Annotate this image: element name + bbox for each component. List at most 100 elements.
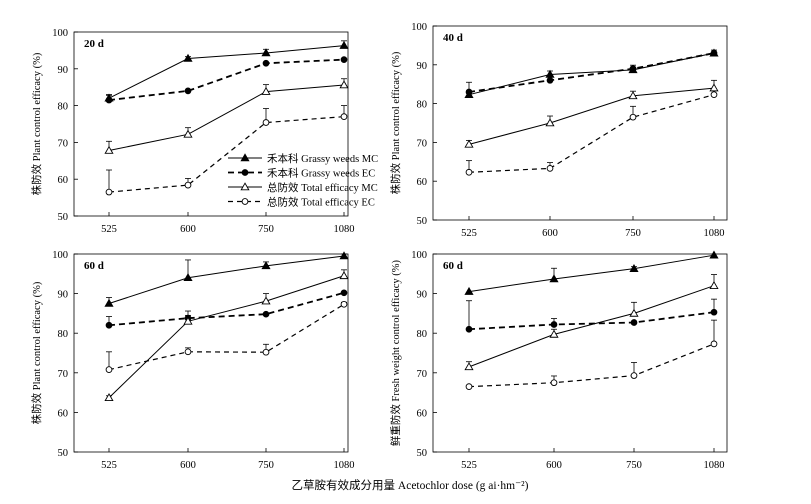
series-line xyxy=(108,84,345,151)
data-point-marker xyxy=(183,273,193,282)
y-tick-label: 70 xyxy=(417,369,428,380)
data-point-marker xyxy=(465,88,473,96)
series-line xyxy=(108,275,345,399)
data-point-marker xyxy=(549,274,559,283)
data-point-marker xyxy=(105,96,113,104)
data-point-marker xyxy=(628,91,638,100)
data-point-marker xyxy=(465,383,473,391)
series-line xyxy=(468,52,715,96)
data-point-marker xyxy=(184,87,192,95)
panel-label: 60 d xyxy=(84,260,104,272)
data-point-marker xyxy=(261,48,271,57)
data-point-marker xyxy=(340,113,348,120)
data-point-marker xyxy=(464,362,474,371)
x-tick-label: 600 xyxy=(180,224,196,235)
series-triangle-filled xyxy=(104,251,349,307)
data-point-marker xyxy=(339,80,349,89)
y-tick-label: 90 xyxy=(417,290,428,301)
data-point-marker xyxy=(240,153,250,162)
series-triangle-open xyxy=(464,79,719,148)
series-line xyxy=(108,255,345,304)
data-point-marker xyxy=(241,169,249,176)
plot-frame xyxy=(432,25,728,221)
y-tick-label: 50 xyxy=(58,448,69,459)
series-circle-filled xyxy=(105,289,348,329)
data-point-marker xyxy=(629,65,637,73)
data-point-marker xyxy=(184,181,192,189)
data-point-marker xyxy=(105,188,113,196)
data-point-marker xyxy=(709,280,719,289)
series-line xyxy=(468,343,715,388)
x-tick-label: 525 xyxy=(101,460,117,471)
series-circle-open xyxy=(465,319,718,391)
data-point-marker xyxy=(629,308,639,317)
series-line xyxy=(108,45,345,99)
plot-frame xyxy=(432,253,728,453)
series-line xyxy=(108,291,345,327)
data-point-marker xyxy=(710,308,718,316)
legend-label: 总防效 Total efficacy EC xyxy=(267,196,375,209)
x-tick-label: 525 xyxy=(101,224,117,235)
x-tick-label: 1080 xyxy=(704,228,725,239)
panel-label: 20 d xyxy=(84,38,104,50)
y-tick-label: 90 xyxy=(58,65,69,76)
data-point-marker xyxy=(550,321,558,328)
y-tick-label: 50 xyxy=(58,212,69,223)
y-tick-label: 100 xyxy=(411,22,427,33)
y-tick-label: 100 xyxy=(52,28,68,39)
data-point-marker xyxy=(105,366,113,373)
series-line xyxy=(468,87,715,145)
series-circle-open xyxy=(105,105,348,196)
x-tick-label: 600 xyxy=(542,228,558,239)
x-axis-title: 乙草胺有效成分用量 Acetochlor dose (g ai·hm⁻²) xyxy=(292,478,529,492)
data-point-marker xyxy=(104,393,114,402)
x-tick-label: 750 xyxy=(626,460,642,471)
data-point-marker xyxy=(340,300,348,308)
y-tick-label: 50 xyxy=(417,448,428,459)
data-point-marker xyxy=(465,325,473,333)
data-point-marker xyxy=(549,329,559,338)
data-point-marker xyxy=(629,113,637,121)
data-point-marker xyxy=(339,40,349,49)
data-point-marker xyxy=(340,289,348,297)
y-axis-title: 株防效 Plant control efficacy (%) xyxy=(30,52,43,195)
series-line xyxy=(108,303,345,371)
y-tick-label: 60 xyxy=(417,408,428,419)
chart-panel-3: 50 60 70 80 90 100 525 600 750 1080 株防效 Plant cont… xyxy=(30,250,355,471)
y-tick-label: 80 xyxy=(417,100,428,111)
data-point-marker xyxy=(710,91,718,99)
series-line xyxy=(108,58,345,101)
plot-frame xyxy=(73,31,349,217)
data-point-marker xyxy=(261,296,271,305)
y-axis-title: 株防效 Plant control efficacy (%) xyxy=(389,51,402,194)
data-point-marker xyxy=(240,182,250,191)
data-point-marker xyxy=(464,139,474,148)
panel-label: 40 d xyxy=(443,32,463,44)
chart-panel-2: 50 60 70 80 90 100 525 600 750 1080 株防效 Plant cont… xyxy=(389,22,728,239)
y-axis-title: 株防效 Plant control efficacy (%) xyxy=(30,281,43,424)
data-point-marker xyxy=(261,86,271,95)
data-point-marker xyxy=(340,56,348,63)
x-tick-label: 525 xyxy=(461,460,477,471)
chart-panel-1: 50 60 70 80 90 100 525 600 750 1080 株防效 Plant cont… xyxy=(30,28,378,235)
series-line xyxy=(468,52,715,93)
series-circle-filled xyxy=(465,49,718,96)
data-point-marker xyxy=(184,348,192,356)
series-line xyxy=(468,311,715,331)
x-tick-label: 750 xyxy=(258,224,274,235)
data-point-marker xyxy=(261,261,271,270)
series-triangle-filled xyxy=(104,40,349,102)
data-point-marker xyxy=(262,119,270,126)
data-point-marker xyxy=(104,145,114,154)
y-tick-label: 70 xyxy=(58,138,69,149)
y-tick-label: 50 xyxy=(417,216,428,227)
data-point-marker xyxy=(104,298,114,307)
data-point-marker xyxy=(709,83,719,92)
legend-label: 禾本科 Grassy weeds MC xyxy=(267,152,378,165)
data-point-marker xyxy=(710,340,718,348)
series-triangle-open xyxy=(104,269,349,402)
y-tick-label: 100 xyxy=(52,250,68,261)
x-tick-label: 1080 xyxy=(334,224,355,235)
series-circle-filled xyxy=(105,56,348,104)
